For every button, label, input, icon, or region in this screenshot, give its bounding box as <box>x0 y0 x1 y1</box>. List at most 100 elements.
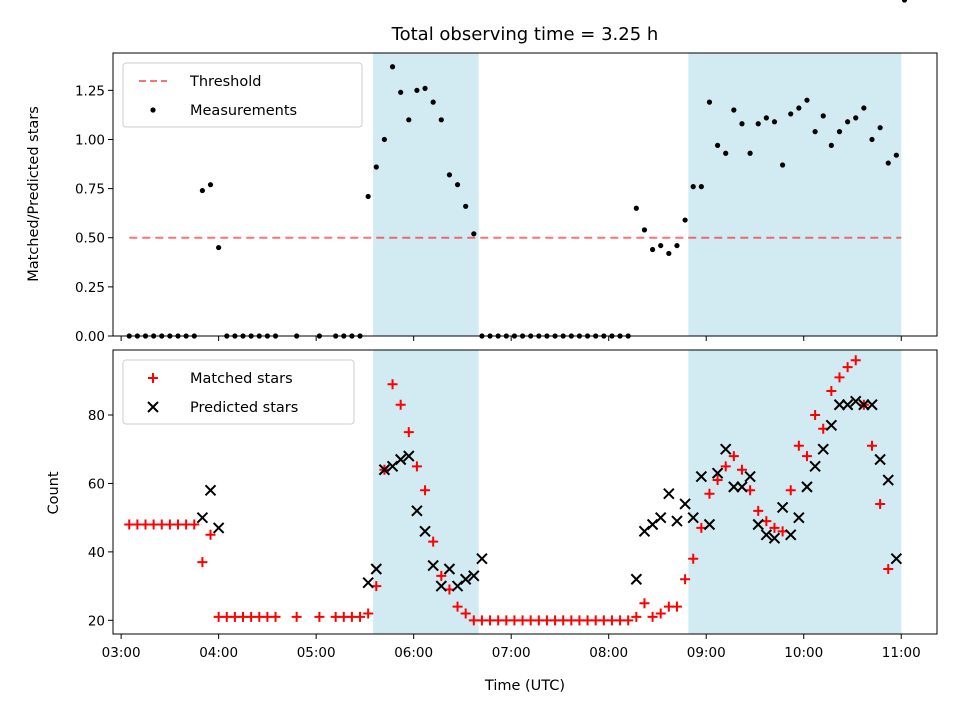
predicted-star-point <box>744 470 756 483</box>
predicted-star-point <box>720 443 732 455</box>
y-tick-label: 80 <box>88 408 105 424</box>
matched-star-point <box>810 410 821 421</box>
legend-marker <box>150 107 156 113</box>
predicted-star-point <box>212 522 225 534</box>
measurement-point <box>682 217 688 223</box>
legend-marker <box>147 401 159 413</box>
y-tick-label: 1.00 <box>75 132 105 148</box>
measurement-point <box>869 136 875 143</box>
measurement-point <box>690 184 696 190</box>
matched-star-point <box>753 505 764 516</box>
matched-star-point <box>834 372 845 383</box>
predicted-star-point <box>419 525 431 538</box>
predicted-star-point <box>394 453 407 466</box>
matched-star-point <box>801 451 812 462</box>
measurement-point <box>836 129 843 135</box>
bottom-panel: 20 40 60 80 03:00 04:00 05:00 06:00 07:00 08:00 09… <box>88 349 938 661</box>
predicted-star-point <box>776 501 789 514</box>
measurement-point <box>633 205 639 211</box>
matched-star-point <box>452 601 463 612</box>
predicted-star-point <box>850 395 862 408</box>
measurement-point <box>454 182 461 188</box>
matched-star-point <box>866 440 877 451</box>
matched-star-point <box>355 611 366 622</box>
legend-label: Predicted stars <box>190 400 298 416</box>
predicted-star-point <box>760 529 773 541</box>
predicted-star-point <box>801 481 813 493</box>
measurement-point <box>666 250 672 257</box>
measurement-point <box>698 184 704 190</box>
predicted-star-point <box>728 481 740 493</box>
matched-star-point <box>671 601 682 612</box>
matched-star-point <box>842 362 853 373</box>
measurement-point <box>885 160 891 166</box>
y-tick-label: 40 <box>88 545 105 561</box>
measurement-point <box>755 121 761 127</box>
legend-marker <box>148 373 158 383</box>
measurement-point <box>828 142 834 148</box>
measurement-point <box>641 227 648 233</box>
measurement-point <box>373 164 379 170</box>
legend-label: Matched stars <box>190 371 293 387</box>
predicted-star-point <box>703 518 716 531</box>
matched-star-point <box>291 611 302 622</box>
predicted-star-point <box>679 498 691 510</box>
matched-star-point <box>639 598 650 609</box>
predicted-star-point <box>858 399 870 411</box>
x-tick-label: 10:00 <box>784 645 823 661</box>
predicted-star-point <box>435 580 448 592</box>
measurement-point <box>788 111 794 117</box>
predicted-star-point <box>768 532 781 544</box>
measurement-point <box>731 107 737 113</box>
matched-star-point <box>883 563 894 574</box>
matched-star-point <box>395 399 406 410</box>
x-tick-label: 11:00 <box>882 645 921 661</box>
predicted-star-point <box>874 453 886 466</box>
predicted-star-point <box>866 399 878 411</box>
measurement-point <box>877 125 883 131</box>
predicted-star-point <box>443 563 456 575</box>
measurement-point <box>674 242 680 249</box>
predicted-star-point <box>890 553 903 565</box>
measurement-point <box>438 117 444 123</box>
matched-star-point <box>769 522 780 533</box>
predicted-star-point <box>841 399 854 411</box>
predicted-star-point <box>671 515 683 527</box>
predicted-star-point <box>711 467 724 479</box>
matched-star-point <box>363 608 374 619</box>
x-tick-label: 07:00 <box>492 645 531 661</box>
measurement-point <box>398 89 404 95</box>
matched-star-point <box>688 553 699 564</box>
matched-star-point <box>850 355 861 366</box>
measurement-point <box>216 244 222 251</box>
matched-star-point <box>712 475 723 486</box>
predicted-star-point <box>411 505 423 517</box>
measurement-point <box>714 142 721 148</box>
measurement-point <box>780 162 786 168</box>
measurement-point <box>820 113 826 119</box>
predicted-star-point <box>825 419 838 431</box>
predicted-star-point <box>695 470 708 483</box>
x-tick-label: 03:00 <box>102 645 141 661</box>
measurement-point <box>893 152 899 158</box>
predicted-star-point <box>752 518 764 531</box>
measurement-point <box>199 187 205 194</box>
top-y-axis-label: Matched/Predicted stars <box>26 106 42 282</box>
matched-star-point <box>189 519 200 530</box>
predicted-star-point <box>809 460 821 473</box>
legend-box <box>122 62 363 128</box>
measurement-point <box>446 172 453 178</box>
plot-frame <box>112 349 938 635</box>
measurement-point <box>747 150 753 156</box>
matched-star-point <box>420 485 431 496</box>
predicted-star-point <box>663 488 675 500</box>
matched-star-point <box>197 557 208 568</box>
predicted-star-point <box>403 450 415 462</box>
measurement-point <box>649 246 656 253</box>
predicted-star-point <box>793 511 805 524</box>
measurement-point <box>471 231 477 237</box>
matched-star-point <box>270 611 281 622</box>
x-axis-label: Time (UTC) <box>484 678 565 694</box>
y-tick-label: 20 <box>88 613 105 629</box>
legend-box <box>122 359 355 425</box>
